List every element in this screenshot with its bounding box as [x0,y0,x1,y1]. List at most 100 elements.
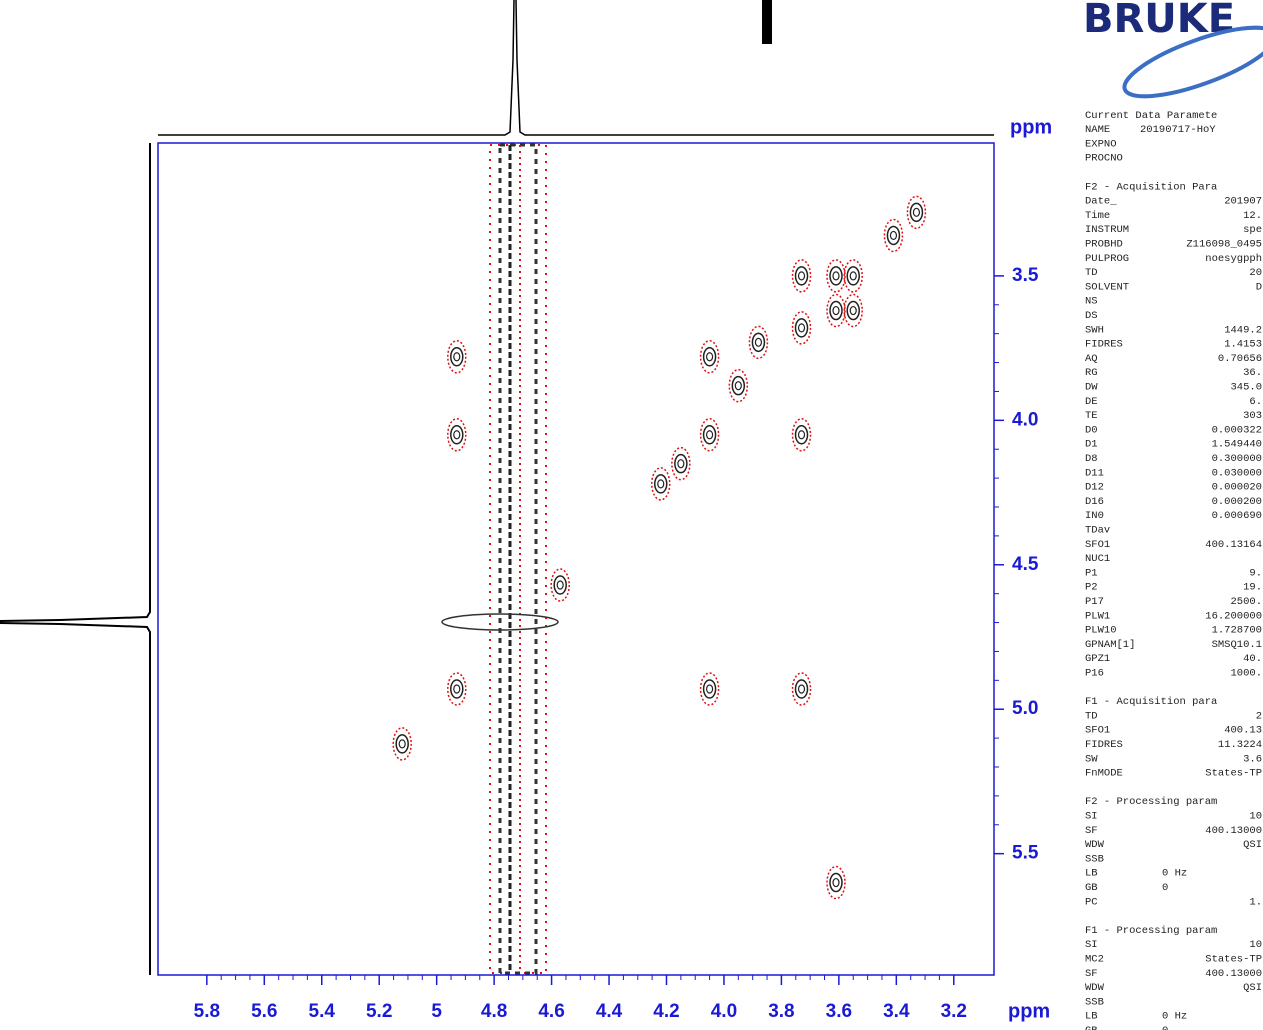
left-projection [0,143,151,975]
contour-outer [791,418,812,452]
cross-peak [699,340,720,374]
param-value: 16.200000 [1205,610,1262,622]
y-tick-label: 4.0 [1012,409,1038,430]
param-key: PROCNO [1085,153,1123,165]
contour-outer [699,418,720,452]
contour-inner [754,337,763,347]
contour-inner [398,739,406,749]
contour [450,679,464,699]
y-tick-label: 5.5 [1012,843,1039,864]
contour-inner [797,323,806,333]
cross-peak [843,293,863,328]
param-key: D12 [1085,482,1104,494]
contour [731,375,746,396]
contour-outer [843,293,863,328]
param-key: WDW [1085,982,1105,994]
param-key: DW [1085,381,1098,393]
param-key: INSTRUM [1085,224,1129,236]
param-key: PLW1 [1085,610,1110,622]
cross-peak [791,672,812,706]
param-value: spe [1243,224,1262,236]
param-key: IN0 [1085,510,1104,522]
contour [829,300,843,321]
contour-inner [797,684,806,694]
param-value: 400.13000 [1205,968,1262,980]
param-value: 201907 [1224,196,1262,208]
param-heading: Current Data Paramete [1085,110,1217,122]
contour-inner [453,352,461,362]
contour [794,266,809,286]
y-tick-label: 5.0 [1012,698,1038,719]
contour-outer [906,195,927,230]
plot-frame [157,142,995,976]
param-value: 20190717-HoY [1140,124,1216,136]
param-key: PLW10 [1085,625,1117,637]
param-key: SW [1085,753,1098,765]
contour-outer [392,727,412,761]
param-key: SSB [1085,996,1104,1008]
param-key: D8 [1085,453,1098,465]
param-key: RG [1085,367,1098,379]
contour-outer [699,340,720,374]
param-value: 10 [1249,810,1262,822]
param-value: 400.13 [1224,725,1262,737]
param-value: 0 Hz [1162,868,1187,880]
contour-inner [797,430,806,440]
contour-outer [748,325,769,360]
contour [794,679,809,699]
param-value: 1. [1249,896,1262,908]
param-value: 345.0 [1230,381,1262,393]
contour-outer [883,218,904,253]
param-value: States-TP [1205,768,1262,780]
x-tick-label: 5.4 [309,1001,336,1022]
contour-inner [453,684,461,694]
param-value: 1.4153 [1224,339,1262,351]
contour-outer [699,672,720,706]
cross-peak [843,259,863,293]
param-key: GB [1085,1025,1098,1030]
param-value: 0.000020 [1212,482,1262,494]
cross-peak [826,259,846,293]
contour-outer [550,568,570,602]
param-key: TD [1085,710,1098,722]
contour [829,266,843,286]
param-value: 20 [1249,267,1262,279]
param-value: 400.13000 [1205,825,1262,837]
solvent-band [441,143,559,975]
cross-peak [650,467,671,501]
param-value: 19. [1243,582,1262,594]
cross-peak [791,259,812,293]
cross-peak [671,446,691,481]
param-key: FIDRES [1085,739,1123,751]
contour-outer [650,467,671,501]
param-key: Time [1085,210,1110,222]
cross-peak [748,325,769,360]
contour-inner [705,684,714,694]
x-tick-label: 3.4 [883,1001,910,1022]
contour-outer [791,259,812,293]
param-value: 400.13164 [1205,539,1262,551]
param-value: Z116098_0495 [1186,238,1262,250]
contour [450,347,464,367]
param-key: LB [1085,868,1098,880]
param-value: 0 Hz [1162,1011,1187,1023]
param-value: 1.728700 [1212,625,1262,637]
param-heading: F1 - Acquisition para [1085,696,1217,708]
param-key: SOLVENT [1085,281,1129,293]
contour-inner [849,271,857,281]
param-key: FIDRES [1085,339,1123,351]
x-axis-label: ppm [1008,1000,1050,1022]
contour [702,679,717,699]
param-key: SFO1 [1085,725,1110,737]
param-value: 0 [1162,882,1168,894]
x-tick-label: 5.2 [366,1001,392,1022]
param-key: SI [1085,939,1098,951]
param-key: PROBHD [1085,238,1123,250]
contour-outer [671,446,691,481]
x-tick-label: 5 [431,1001,442,1022]
param-value: 0 [1162,1025,1168,1030]
contour-inner [832,271,840,281]
contour [909,202,924,223]
contour [794,318,809,338]
